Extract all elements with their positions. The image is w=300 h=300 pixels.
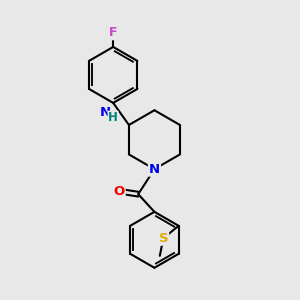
Text: S: S — [158, 232, 168, 245]
Text: O: O — [113, 185, 125, 198]
Text: F: F — [109, 26, 117, 39]
Text: N: N — [149, 163, 160, 176]
Text: H: H — [108, 111, 118, 124]
Text: N: N — [100, 106, 111, 119]
